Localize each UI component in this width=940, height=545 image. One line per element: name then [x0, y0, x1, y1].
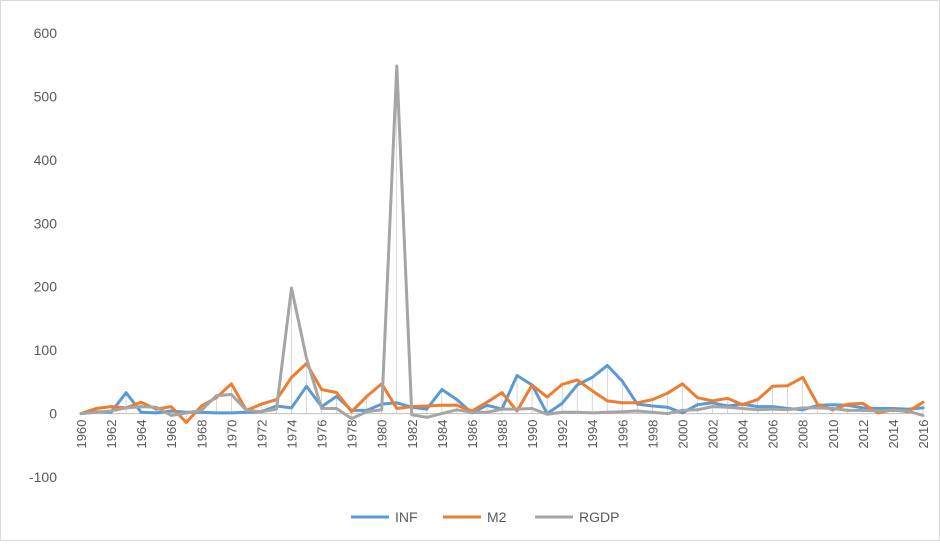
x-tick-label: 1996 [615, 420, 630, 449]
y-tick-label: 100 [34, 342, 58, 358]
x-tick-label: 1988 [495, 420, 510, 449]
y-tick-label: 0 [49, 406, 57, 422]
x-tick-label: 1978 [345, 420, 360, 449]
y-tick-label: 600 [34, 25, 58, 41]
x-tick-label: 2002 [706, 420, 721, 449]
x-tick-label: 2012 [856, 420, 871, 449]
series-lines-group [79, 64, 925, 424]
x-tick-label: 1998 [645, 420, 660, 449]
x-tick-label: 2008 [796, 420, 811, 449]
legend-label-inf: INF [395, 509, 418, 525]
x-tick-label: 1962 [104, 420, 119, 449]
x-tick-label: 1982 [405, 420, 420, 449]
x-tick-label: 1960 [74, 420, 89, 449]
drop-lines-group [95, 65, 924, 423]
x-tick-label: 2016 [916, 420, 931, 449]
x-tick-label: 1992 [555, 420, 570, 449]
x-tick-label: 1994 [585, 420, 600, 449]
y-tick-label: 400 [34, 152, 58, 168]
x-tick-label: 2010 [826, 420, 841, 449]
x-tick-label: 1976 [315, 420, 330, 449]
x-tick-label: 1984 [435, 420, 450, 449]
x-tick-label: 1972 [254, 420, 269, 449]
y-tick-label: 200 [34, 279, 58, 295]
axes-group: -100 0 100 200 300 400 500 600 1960 1962 1964 1966 1… [29, 25, 931, 485]
x-tick-label: 1990 [525, 420, 540, 449]
x-tick-label: 1986 [465, 420, 480, 449]
series-line-rgdp [79, 64, 925, 421]
x-tick-label: 1980 [375, 420, 390, 449]
x-tick-label: 2000 [675, 420, 690, 449]
y-tick-label: -100 [29, 469, 57, 485]
x-tick-label: 2014 [886, 420, 901, 449]
x-tick-label: 1974 [285, 420, 300, 449]
x-tick-label: 1964 [134, 420, 149, 449]
series-line-m2 [79, 362, 925, 424]
y-tick-label: 300 [34, 215, 58, 231]
legend-label-rgdp: RGDP [579, 509, 619, 525]
x-tick-label: 2004 [736, 420, 751, 449]
x-tick-label: 1970 [224, 420, 239, 449]
legend-label-m2: M2 [487, 509, 507, 525]
y-tick-label: 500 [34, 88, 58, 104]
x-tick-label: 2006 [766, 420, 781, 449]
x-tick-label: 1968 [194, 420, 209, 449]
legend: INF M2 RGDP [351, 509, 619, 525]
x-tick-label: 1966 [164, 420, 179, 449]
